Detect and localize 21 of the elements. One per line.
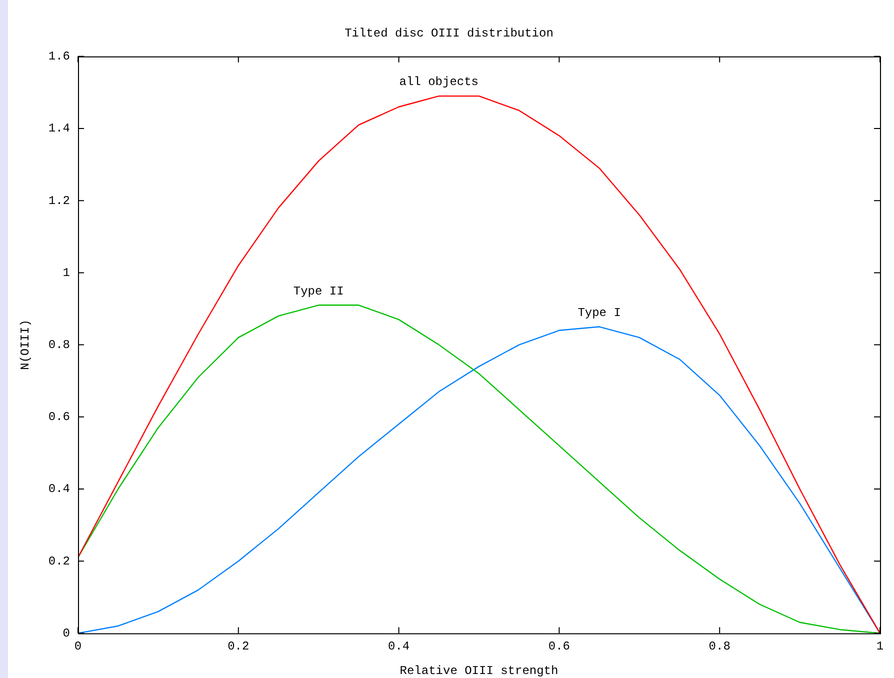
x-axis-title: Relative OIII strength (400, 664, 558, 678)
y-tick-label: 0.4 (48, 482, 70, 496)
series-label: Type I (578, 306, 621, 320)
y-tick-label: 0.2 (48, 554, 70, 568)
series-label: all objects (399, 75, 479, 90)
x-tick-label: 0 (74, 640, 82, 654)
y-tick-label: 0.8 (48, 338, 70, 352)
y-tick-label: 1.2 (48, 194, 70, 208)
chart-title: Tilted disc OIII distribution (344, 26, 554, 40)
x-tick-label: 0.2 (228, 640, 250, 654)
y-tick-label: 0 (62, 626, 70, 640)
y-tick-label: 1.4 (48, 122, 70, 136)
y-axis-title: N(OIII) (18, 320, 32, 370)
series-label: Type II (293, 284, 344, 298)
x-tick-label: 0.8 (708, 640, 730, 654)
x-tick-label: 0.4 (388, 640, 410, 654)
y-tick-label: 1 (62, 266, 70, 280)
y-tick-label: 0.6 (48, 410, 70, 424)
x-tick-label: 0.6 (548, 640, 570, 654)
y-tick-label: 1.6 (48, 50, 70, 64)
x-tick-label: 1 (876, 640, 884, 654)
